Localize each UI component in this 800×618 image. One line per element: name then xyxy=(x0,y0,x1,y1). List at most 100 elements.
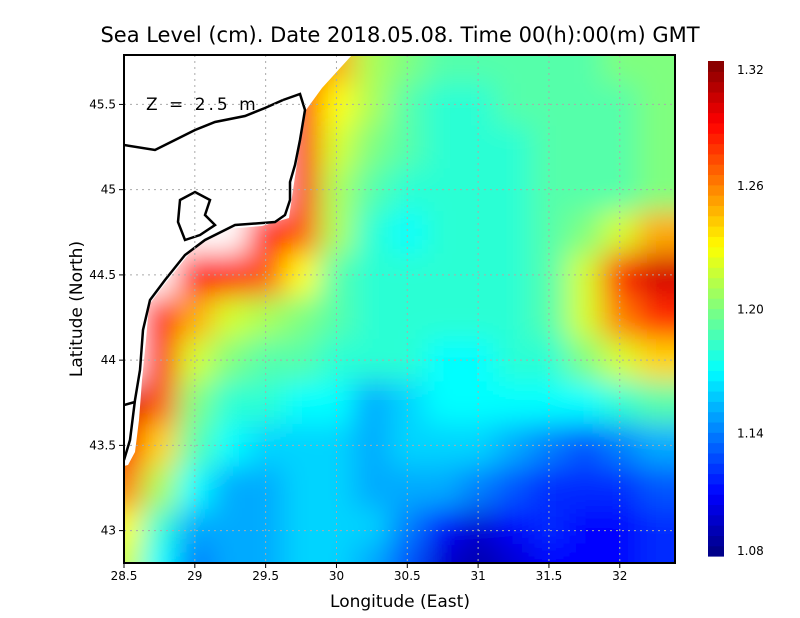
colorbar-segment xyxy=(708,339,724,351)
heatmap-cell xyxy=(531,509,568,545)
heatmap-cell xyxy=(637,466,675,511)
heatmap-cell xyxy=(566,543,604,563)
heatmap-cell xyxy=(495,296,533,340)
heatmap-cell xyxy=(566,125,604,170)
heatmap-cell xyxy=(354,466,391,511)
colorbar-segment xyxy=(708,153,724,165)
heatmap-cell xyxy=(354,83,391,127)
x-tick-label: 32 xyxy=(612,569,627,583)
colorbar-segment xyxy=(708,102,724,114)
heatmap-cell xyxy=(637,338,675,383)
heatmap-cell xyxy=(566,466,604,511)
chart-title: Sea Level (cm). Date 2018.05.08. Time 00… xyxy=(100,23,699,47)
heatmap-cell xyxy=(177,509,214,545)
heatmap-cell xyxy=(531,55,568,85)
heatmap-cell xyxy=(495,125,533,170)
colorbar-segment xyxy=(708,195,724,206)
heatmap-cell xyxy=(495,543,533,563)
heatmap-cell xyxy=(354,543,391,563)
heatmap-cell xyxy=(212,424,249,468)
heatmap-cell xyxy=(177,466,214,511)
colorbar-segment xyxy=(708,360,724,371)
heatmap-cell xyxy=(566,296,604,340)
heatmap-cell xyxy=(531,338,568,383)
heatmap-cell xyxy=(177,424,214,468)
y-axis-label: Latitude (North) xyxy=(67,241,87,377)
heatmap-cell xyxy=(602,125,639,170)
colorbar-tick-label: 1.14 xyxy=(737,426,764,440)
heatmap-cell xyxy=(177,381,214,426)
heatmap-cell xyxy=(212,509,249,545)
heatmap-cell xyxy=(531,466,568,511)
heatmap-cell xyxy=(566,424,604,468)
heatmap-cell xyxy=(495,253,533,298)
heatmap-cell xyxy=(354,381,391,426)
colorbar-segment xyxy=(708,112,724,124)
heatmap-cell xyxy=(460,509,497,545)
heatmap-cell xyxy=(531,424,568,468)
colorbar-segment xyxy=(708,205,724,217)
heatmap-cell xyxy=(566,381,604,426)
heatmap-cell xyxy=(283,509,320,545)
heatmap-cell xyxy=(424,424,462,468)
colorbar-segment xyxy=(708,329,724,341)
heatmap-cell xyxy=(283,296,320,340)
heatmap-cell xyxy=(637,509,675,545)
colorbar-segment xyxy=(708,174,724,186)
colorbar-segment xyxy=(708,61,724,72)
heatmap-cell xyxy=(212,296,249,340)
heatmap-cell xyxy=(124,543,143,563)
x-tick-label: 28.5 xyxy=(111,569,138,583)
heatmap-cell xyxy=(531,83,568,127)
heatmap-cell xyxy=(566,210,604,255)
colorbar-segment xyxy=(708,122,724,134)
heatmap-cell xyxy=(354,296,391,340)
colorbar-segment xyxy=(708,184,724,196)
heatmap-cell xyxy=(318,338,356,383)
colorbar-tick-label: 1.20 xyxy=(737,303,764,317)
colorbar-segment xyxy=(708,452,724,464)
colorbar-segment xyxy=(708,483,724,495)
heatmap-cell xyxy=(602,509,639,545)
heatmap-cell xyxy=(424,509,462,545)
heatmap-cell xyxy=(283,338,320,383)
y-tick-label: 45 xyxy=(101,183,116,197)
heatmap-cell xyxy=(424,543,462,563)
heatmap-cell xyxy=(141,466,179,511)
heatmap-cell xyxy=(141,424,179,468)
heatmap-cell xyxy=(637,210,675,255)
heatmap-cell xyxy=(318,125,356,170)
colorbar-tick-label: 1.32 xyxy=(737,63,764,77)
heatmap-cell xyxy=(354,168,391,212)
heatmap-cell xyxy=(531,381,568,426)
heatmap-cell xyxy=(424,55,462,85)
colorbar-segment xyxy=(708,215,724,227)
colorbar-segment xyxy=(708,308,724,320)
heatmap-cell xyxy=(124,509,143,545)
colorbar-segment xyxy=(708,370,724,382)
heatmap-cell xyxy=(637,125,675,170)
heatmap-cell xyxy=(354,509,391,545)
heatmap-cell xyxy=(354,125,391,170)
heatmap-cell xyxy=(141,381,179,426)
heatmap-cell xyxy=(495,466,533,511)
colorbar-tick-label: 1.08 xyxy=(737,544,764,558)
heatmap-cell xyxy=(212,543,249,563)
heatmap-cell xyxy=(637,253,675,298)
heatmap-cell xyxy=(283,543,320,563)
heatmap-cell xyxy=(424,125,462,170)
grid-lines xyxy=(124,55,675,563)
colorbar-segment xyxy=(708,432,724,444)
coastline xyxy=(124,92,307,461)
heatmap-cell xyxy=(212,253,249,298)
colorbar-segment xyxy=(708,91,724,103)
colorbar-segment xyxy=(708,421,724,433)
y-tick-label: 44 xyxy=(101,353,116,367)
heatmap-cell xyxy=(531,253,568,298)
heatmap-cell xyxy=(247,509,285,545)
colorbar-segment xyxy=(708,318,724,330)
heatmap-cell xyxy=(424,466,462,511)
heatmap-cell xyxy=(637,424,675,468)
heatmap-cell xyxy=(566,168,604,212)
heatmap-cell xyxy=(283,424,320,468)
